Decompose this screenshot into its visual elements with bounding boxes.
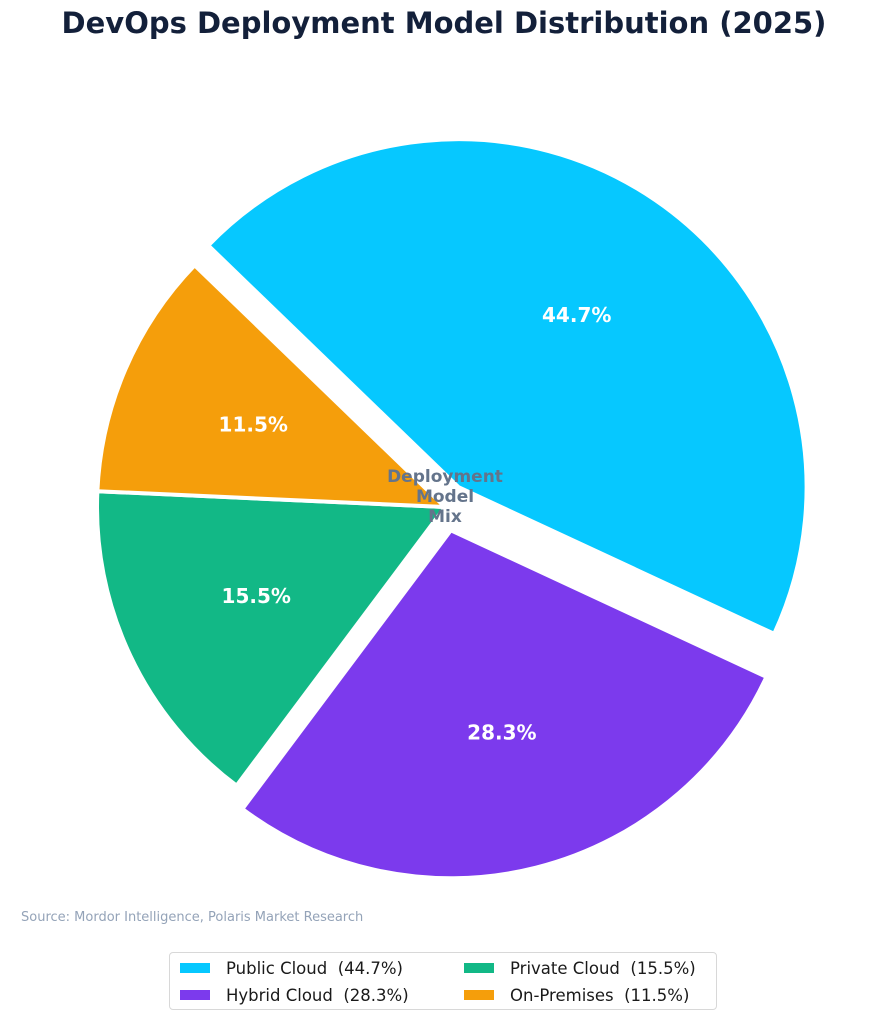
slice-label-private-cloud: 15.5% <box>222 584 291 608</box>
legend-item-private-cloud: Private Cloud (15.5%) <box>464 957 696 979</box>
chart-title: DevOps Deployment Model Distribution (20… <box>61 6 827 40</box>
center-label-line: Deployment <box>387 467 503 487</box>
source-note: Source: Mordor Intelligence, Polaris Mar… <box>21 910 364 925</box>
pie-slice-public-cloud <box>206 137 809 636</box>
pie-slices <box>95 137 809 881</box>
slice-label-public-cloud: 44.7% <box>542 303 611 327</box>
legend-swatch-on-premises <box>464 990 494 1000</box>
center-label-line: Model <box>416 487 474 507</box>
center-label-line: Mix <box>428 507 462 527</box>
center-label: Deployment Model Mix <box>387 467 503 527</box>
pie-slice-labels: 44.7% 28.3% 15.5% 11.5% <box>219 303 612 745</box>
slice-label-hybrid-cloud: 28.3% <box>467 721 536 745</box>
legend-item-hybrid-cloud: Hybrid Cloud (28.3%) <box>180 984 409 1006</box>
pie-slice-hybrid-cloud <box>240 528 769 881</box>
pie-slice-private-cloud <box>95 489 447 788</box>
legend: Public Cloud (44.7%) Hybrid Cloud (28.3%… <box>169 952 717 1010</box>
legend-item-on-premises: On-Premises (11.5%) <box>464 984 689 1006</box>
pie-slice-on-premises <box>95 263 447 509</box>
legend-label-public-cloud: Public Cloud (44.7%) <box>226 958 403 978</box>
legend-swatch-private-cloud <box>464 963 494 973</box>
legend-swatch-hybrid-cloud <box>180 990 210 1000</box>
legend-item-public-cloud: Public Cloud (44.7%) <box>180 957 403 979</box>
legend-label-on-premises: On-Premises (11.5%) <box>510 985 690 1005</box>
legend-swatch-public-cloud <box>180 963 210 973</box>
legend-label-private-cloud: Private Cloud (15.5%) <box>510 958 696 978</box>
slice-label-on-premises: 11.5% <box>219 412 288 436</box>
legend-label-hybrid-cloud: Hybrid Cloud (28.3%) <box>226 985 409 1005</box>
